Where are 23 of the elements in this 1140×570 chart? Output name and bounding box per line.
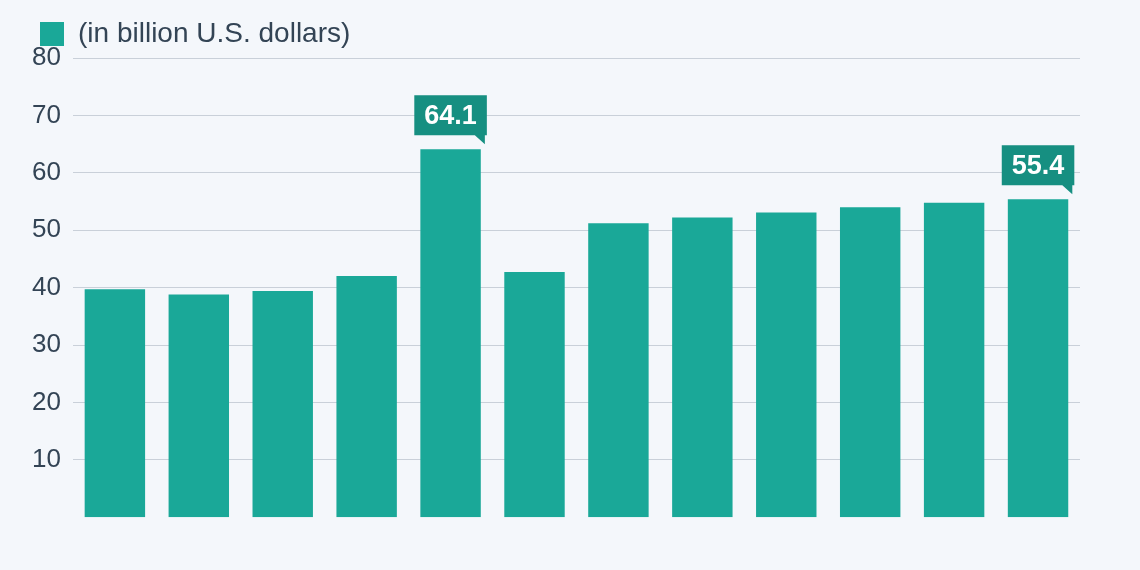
bar — [252, 291, 313, 518]
data-label: 55.4 — [1011, 149, 1065, 180]
bar — [588, 223, 649, 518]
y-tick-label: 80 — [32, 41, 61, 72]
y-tick-label: 50 — [32, 213, 61, 244]
bar — [756, 212, 817, 518]
bar — [504, 272, 565, 518]
legend-label: (in billion U.S. dollars) — [78, 16, 351, 48]
bar — [1007, 199, 1069, 518]
y-tick-label: 10 — [32, 442, 61, 473]
bar — [923, 202, 985, 518]
y-tick-label: 60 — [32, 155, 61, 186]
y-tick-label: 40 — [32, 270, 61, 301]
y-tick-label: 70 — [32, 98, 61, 129]
y-tick-label: 20 — [32, 385, 61, 416]
data-label: 64.1 — [424, 99, 477, 130]
bar — [672, 217, 733, 518]
bar — [84, 289, 146, 518]
bar — [168, 294, 230, 518]
bar — [336, 276, 397, 518]
bar — [839, 207, 901, 518]
y-tick-label: 30 — [32, 328, 61, 359]
bar — [420, 149, 481, 518]
